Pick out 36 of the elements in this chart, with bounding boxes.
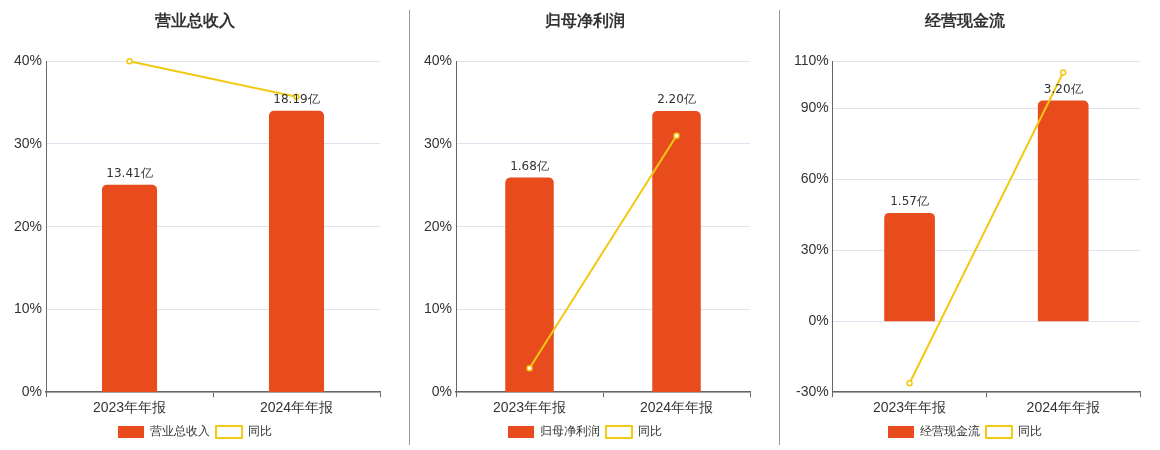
data-label: 2.20亿: [657, 92, 696, 107]
chart-title: 营业总收入: [154, 12, 236, 30]
x-tick-label: 2024年年报: [1026, 399, 1100, 416]
chart-title: 归母净利润: [544, 12, 625, 30]
y-tick-label: 30%: [800, 241, 829, 258]
x-tick-label: 2023年年报: [92, 399, 167, 416]
x-tick-label: 2023年年报: [873, 399, 947, 416]
y-tick-label: 20%: [423, 217, 453, 234]
legend-label: 同比: [248, 424, 272, 439]
y-tick-label: 90%: [800, 99, 829, 116]
y-tick-label: 10%: [13, 300, 43, 317]
y-tick-label: 40%: [13, 52, 43, 69]
legend-label: 归母净利润: [540, 424, 600, 439]
y-tick-label: 20%: [13, 217, 43, 234]
y-tick-label: 110%: [793, 52, 829, 69]
y-tick-label: 0%: [808, 312, 829, 329]
legend-label: 同比: [1018, 424, 1042, 439]
y-tick-label: 10%: [423, 300, 453, 317]
chart-title: 经营现金流: [924, 11, 1006, 30]
y-tick-label: 30%: [13, 134, 43, 151]
x-tick-label: 2023年年报: [492, 399, 567, 416]
data-label: 13.41亿: [106, 165, 153, 180]
y-tick-label: -30%: [796, 383, 829, 400]
y-tick-label: 0%: [431, 383, 453, 400]
legend-label: 营业总收入: [150, 424, 210, 439]
y-tick-label: 40%: [423, 52, 453, 69]
data-label: 1.68亿: [510, 158, 549, 173]
data-label: 1.57亿: [890, 194, 929, 209]
legend-label: 经营现金流: [920, 424, 980, 439]
y-tick-label: 60%: [800, 170, 829, 187]
x-tick-label: 2024年年报: [259, 399, 334, 416]
x-tick-label: 2024年年报: [639, 399, 714, 416]
y-tick-label: 0%: [21, 383, 43, 400]
y-tick-label: 30%: [423, 134, 453, 151]
data-label: 18.19亿: [273, 91, 320, 106]
legend-label: 同比: [638, 424, 662, 439]
